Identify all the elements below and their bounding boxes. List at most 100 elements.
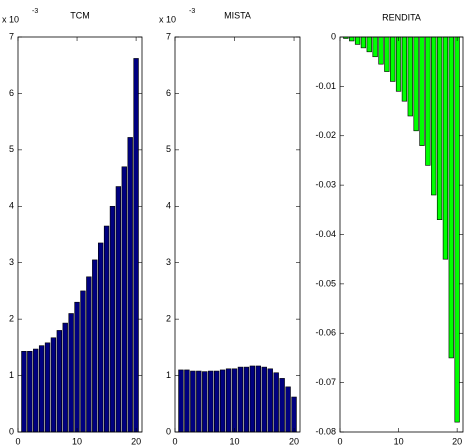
y-tick-label: 4 <box>166 201 171 211</box>
y-tick-label: -0.08 <box>315 426 336 436</box>
y-tick-label: 3 <box>166 257 171 267</box>
bar <box>267 368 273 433</box>
y-tick-label: 0 <box>331 31 336 41</box>
bar <box>127 137 133 433</box>
y-tick-label: 1 <box>9 370 14 380</box>
bar <box>285 386 291 433</box>
bar <box>68 313 74 433</box>
bar <box>395 36 402 92</box>
y-tick-label: 4 <box>9 201 14 211</box>
bar <box>442 36 449 260</box>
bar <box>454 36 460 423</box>
bar <box>431 36 437 196</box>
bar <box>354 36 361 45</box>
bar <box>133 58 139 433</box>
bar <box>378 36 384 65</box>
bar <box>98 242 104 433</box>
bar <box>390 36 396 82</box>
axes-box <box>174 36 301 433</box>
bar <box>243 366 250 433</box>
y-tick-label: 6 <box>166 88 171 98</box>
x-tick-label: 10 <box>230 436 240 446</box>
bar <box>436 36 443 220</box>
x-tick-label: 10 <box>394 436 404 446</box>
bar <box>273 372 279 433</box>
axis-multiplier: x 10 <box>159 14 176 24</box>
bar <box>413 36 419 132</box>
bar <box>184 369 190 433</box>
bar <box>202 371 208 433</box>
x-tick-label: 0 <box>172 436 177 446</box>
bar <box>121 166 127 433</box>
y-tick-label: -0.03 <box>315 180 336 190</box>
bar <box>291 396 297 433</box>
y-tick-label: 3 <box>9 257 14 267</box>
bar <box>401 36 408 102</box>
bar <box>349 36 355 42</box>
bar <box>103 225 110 433</box>
bar <box>384 36 390 72</box>
bar <box>237 366 244 433</box>
bar <box>62 322 68 433</box>
x-tick-label: 20 <box>131 436 141 446</box>
x-tick-label: 20 <box>289 436 299 446</box>
y-tick-label: 6 <box>9 88 14 98</box>
bar <box>27 351 33 433</box>
x-tick-label: 0 <box>15 436 20 446</box>
bar <box>80 290 86 433</box>
y-tick-label: -0.02 <box>315 130 336 140</box>
bar <box>213 370 220 433</box>
y-tick-label: -0.06 <box>315 328 336 338</box>
bar <box>407 36 413 117</box>
y-tick-label: 2 <box>166 314 171 324</box>
bar <box>115 186 122 433</box>
bar <box>44 342 51 433</box>
bar <box>249 365 256 433</box>
axes <box>175 37 300 432</box>
y-tick-label: -0.05 <box>315 278 336 288</box>
axis-multiplier: x 10 <box>2 14 19 24</box>
bar <box>255 365 262 433</box>
bar <box>196 370 202 433</box>
bar <box>425 36 431 166</box>
bar <box>360 36 367 49</box>
bar <box>231 368 238 433</box>
chart-title: MISTA <box>224 10 251 20</box>
y-tick-label: -0.07 <box>315 377 336 387</box>
axes-box <box>17 36 143 433</box>
bar <box>372 36 378 58</box>
chart-title: TCM <box>70 10 90 20</box>
axis-exponent: -3 <box>189 8 195 15</box>
y-tick-label: -0.04 <box>315 229 336 239</box>
bar <box>33 348 39 433</box>
bar <box>178 369 184 433</box>
y-tick-label: 5 <box>9 144 14 154</box>
y-tick-label: 7 <box>9 31 14 41</box>
bar <box>366 36 372 53</box>
y-tick-label: 0 <box>166 426 171 436</box>
y-tick-label: 7 <box>166 31 171 41</box>
x-tick-label: 0 <box>337 436 342 446</box>
axis-exponent: -3 <box>32 8 38 15</box>
y-tick-label: 0 <box>9 426 14 436</box>
y-tick-label: 1 <box>166 370 171 380</box>
bar <box>208 370 214 433</box>
bar <box>279 378 285 433</box>
bar <box>38 345 45 433</box>
x-tick-label: 20 <box>452 436 462 446</box>
axes <box>340 37 463 432</box>
axes <box>18 37 142 432</box>
bar <box>419 36 425 146</box>
bar <box>56 330 62 433</box>
bar <box>50 337 57 433</box>
bar <box>109 205 116 433</box>
x-tick-label: 10 <box>72 436 82 446</box>
bar <box>225 368 232 433</box>
bar <box>92 259 98 433</box>
bar <box>21 351 27 433</box>
y-tick-label: -0.01 <box>315 81 336 91</box>
y-tick-label: 5 <box>166 144 171 154</box>
bar <box>219 369 226 433</box>
y-tick-label: 2 <box>9 314 14 324</box>
